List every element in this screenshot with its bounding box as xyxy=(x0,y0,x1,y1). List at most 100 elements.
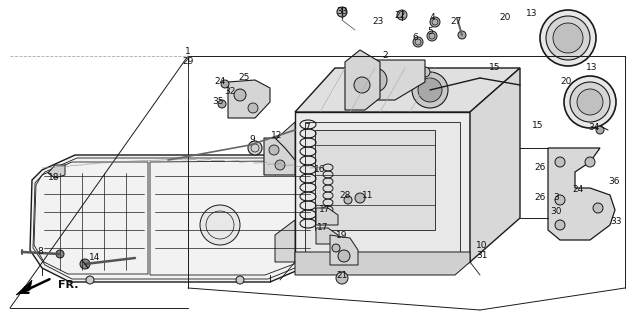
Text: 20: 20 xyxy=(560,78,572,86)
Circle shape xyxy=(555,157,565,167)
Text: 30: 30 xyxy=(550,208,562,217)
Circle shape xyxy=(337,7,347,17)
Circle shape xyxy=(596,126,604,134)
Polygon shape xyxy=(548,148,615,240)
Circle shape xyxy=(248,141,262,155)
Circle shape xyxy=(577,89,603,115)
Text: 35: 35 xyxy=(212,98,224,107)
Polygon shape xyxy=(316,208,338,225)
Polygon shape xyxy=(470,68,520,262)
Circle shape xyxy=(570,82,610,122)
Circle shape xyxy=(430,17,440,27)
Circle shape xyxy=(56,250,64,258)
Circle shape xyxy=(221,80,229,88)
Text: 16: 16 xyxy=(314,165,326,175)
Text: 14: 14 xyxy=(90,253,100,262)
Circle shape xyxy=(234,89,246,101)
Bar xyxy=(315,130,435,230)
Text: 9: 9 xyxy=(249,135,255,144)
Circle shape xyxy=(397,10,407,20)
Circle shape xyxy=(275,160,285,170)
Circle shape xyxy=(86,276,94,284)
Text: 23: 23 xyxy=(372,17,384,26)
Circle shape xyxy=(200,205,240,245)
Circle shape xyxy=(236,276,244,284)
Circle shape xyxy=(269,145,279,155)
Text: 20: 20 xyxy=(499,13,511,23)
Circle shape xyxy=(420,67,430,77)
Circle shape xyxy=(412,72,448,108)
Polygon shape xyxy=(295,112,470,262)
Polygon shape xyxy=(30,155,324,282)
Polygon shape xyxy=(275,220,295,262)
Text: 32: 32 xyxy=(224,87,236,96)
Text: 12: 12 xyxy=(271,132,283,141)
Polygon shape xyxy=(16,280,32,295)
Circle shape xyxy=(540,10,596,66)
Text: 2: 2 xyxy=(382,51,388,59)
Circle shape xyxy=(218,100,226,108)
Circle shape xyxy=(344,196,352,204)
Circle shape xyxy=(585,157,595,167)
Text: 33: 33 xyxy=(336,8,348,17)
Text: 17: 17 xyxy=(317,224,329,232)
Polygon shape xyxy=(48,165,65,178)
Circle shape xyxy=(418,78,442,102)
Circle shape xyxy=(555,195,565,205)
Circle shape xyxy=(336,272,348,284)
Circle shape xyxy=(354,77,370,93)
Circle shape xyxy=(332,244,340,252)
Polygon shape xyxy=(355,60,425,100)
Text: 27: 27 xyxy=(451,17,461,26)
Circle shape xyxy=(413,37,423,47)
Circle shape xyxy=(338,250,350,262)
Circle shape xyxy=(380,80,390,90)
Text: 8: 8 xyxy=(37,247,43,257)
Circle shape xyxy=(458,31,466,39)
Polygon shape xyxy=(264,138,295,175)
Text: 3: 3 xyxy=(553,193,559,203)
Text: 6: 6 xyxy=(412,33,418,43)
Circle shape xyxy=(248,103,258,113)
Text: 36: 36 xyxy=(608,177,620,186)
Text: 17: 17 xyxy=(319,205,331,215)
Circle shape xyxy=(363,68,387,92)
Text: 11: 11 xyxy=(362,190,374,199)
Text: 31: 31 xyxy=(476,251,488,259)
Text: 1: 1 xyxy=(185,47,191,57)
Text: 28: 28 xyxy=(339,191,351,201)
Circle shape xyxy=(427,31,437,41)
Text: 19: 19 xyxy=(336,231,348,239)
Text: 7: 7 xyxy=(304,123,310,133)
Text: 34: 34 xyxy=(588,123,600,133)
Text: 18: 18 xyxy=(48,174,60,183)
Circle shape xyxy=(400,73,410,83)
Circle shape xyxy=(555,220,565,230)
Polygon shape xyxy=(295,68,520,112)
Polygon shape xyxy=(316,228,338,244)
Text: 21: 21 xyxy=(336,271,348,280)
Text: 33: 33 xyxy=(611,218,621,226)
Text: FR.: FR. xyxy=(58,280,79,290)
Polygon shape xyxy=(330,235,358,265)
Circle shape xyxy=(564,76,616,128)
Text: 26: 26 xyxy=(534,193,546,203)
Text: 5: 5 xyxy=(427,27,433,37)
Text: 13: 13 xyxy=(586,64,598,73)
Circle shape xyxy=(546,16,590,60)
Text: 26: 26 xyxy=(534,163,546,172)
Polygon shape xyxy=(295,252,470,275)
Circle shape xyxy=(80,259,90,269)
Text: 22: 22 xyxy=(394,11,406,20)
Text: 29: 29 xyxy=(182,58,194,66)
Polygon shape xyxy=(275,122,295,175)
Polygon shape xyxy=(228,80,270,118)
Circle shape xyxy=(593,203,603,213)
Text: 15: 15 xyxy=(489,64,500,73)
Text: 24: 24 xyxy=(214,78,226,86)
Text: 13: 13 xyxy=(526,10,538,18)
Circle shape xyxy=(553,23,583,53)
Text: 24: 24 xyxy=(572,185,584,195)
Circle shape xyxy=(355,193,365,203)
Text: 4: 4 xyxy=(429,13,435,23)
